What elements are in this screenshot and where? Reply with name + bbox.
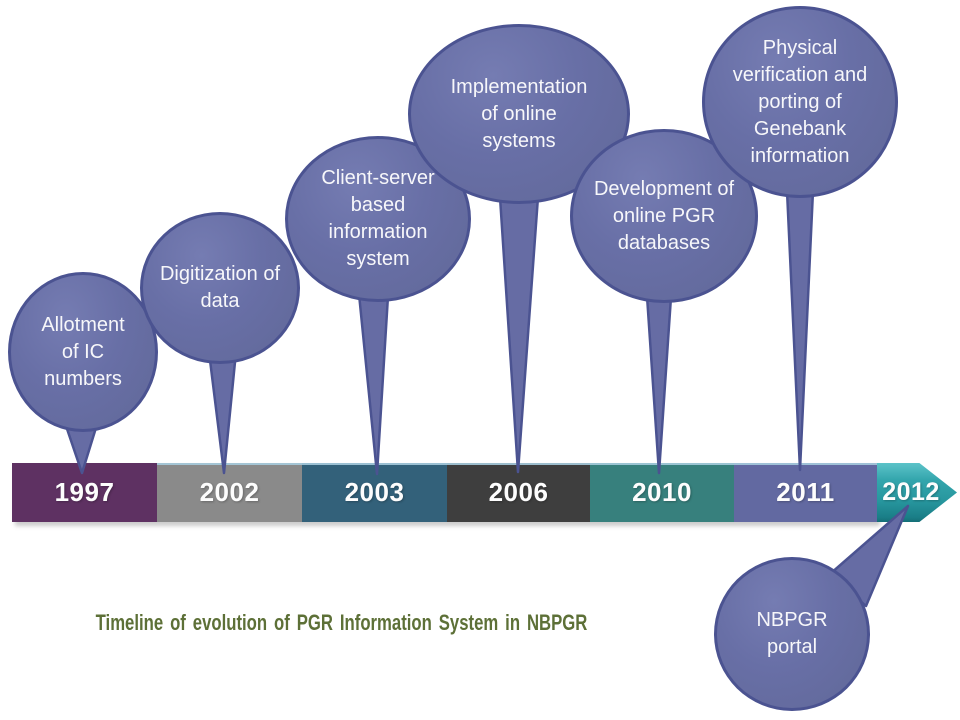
- year-label-2010: 2010: [632, 477, 692, 507]
- year-label-2006: 2006: [488, 477, 549, 507]
- timeline-segment-1997: 1997: [12, 463, 157, 522]
- year-label-2002: 2002: [199, 477, 260, 507]
- callout-label: Client-server based information system: [321, 167, 435, 270]
- callout-label: Development of online PGR databases: [593, 177, 735, 254]
- diagram-caption: Timeline of evolution of PGR Information…: [11, 610, 671, 636]
- timeline-segment-2010: 2010: [590, 463, 734, 522]
- timeline-segment-2002: 2002: [157, 463, 302, 522]
- callout-label: Physical verification and porting of Gen…: [732, 36, 868, 167]
- callout-label: Allotment of IC numbers: [41, 313, 125, 390]
- timeline-bar: 1997 2002 2003 2006 2010 2011: [12, 463, 877, 522]
- timeline-segment-2011: 2011: [734, 463, 877, 522]
- callout-tail-2010: [645, 294, 673, 475]
- callout-label: Digitization of data: [159, 263, 281, 312]
- callout-balloon-genebank-information: Physical verification and porting of Gen…: [702, 6, 898, 198]
- callout-balloon-digitization-of-data: Digitization of data: [140, 212, 300, 364]
- year-label-1997: 1997: [54, 477, 115, 507]
- year-label-2011: 2011: [776, 477, 835, 507]
- callout-tail-2006: [498, 195, 540, 474]
- callout-balloon-allotment-ic-numbers: Allotment of IC numbers: [8, 272, 158, 432]
- callout-tail-2003: [357, 292, 390, 476]
- timeline-segment-2006: 2006: [447, 463, 590, 522]
- year-label-2012: 2012: [882, 478, 940, 506]
- timeline-segment-2012-arrow: 2012: [877, 463, 957, 522]
- callout-tail-2002: [207, 350, 238, 475]
- callout-tail-2011: [785, 189, 815, 472]
- callout-label: Implementation of online systems: [450, 75, 588, 152]
- callout-balloon-nbpgr-portal: NBPGR portal: [714, 557, 870, 711]
- timeline-segment-2003: 2003: [302, 463, 447, 522]
- year-label-2003: 2003: [344, 477, 405, 507]
- callout-label: NBPGR portal: [756, 609, 828, 658]
- caption-text: Timeline of evolution of PGR Information…: [95, 610, 587, 635]
